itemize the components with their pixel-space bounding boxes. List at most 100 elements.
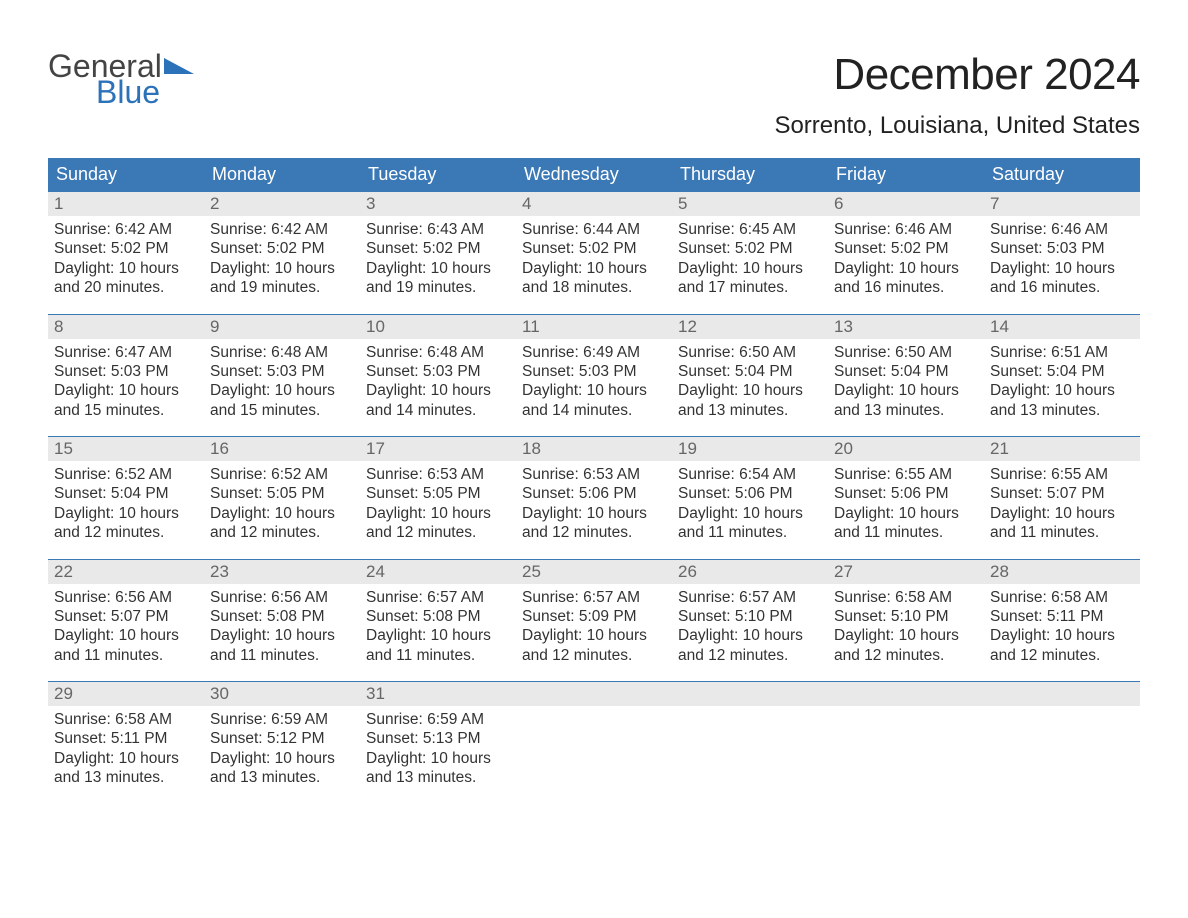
day-body: Sunrise: 6:56 AMSunset: 5:08 PMDaylight:…	[204, 584, 360, 668]
daynum-row: 21	[984, 437, 1140, 461]
sunset-line: Sunset: 5:02 PM	[54, 239, 198, 258]
daylight-line: Daylight: 10 hours and 13 minutes.	[990, 381, 1134, 420]
day-cell: 29Sunrise: 6:58 AMSunset: 5:11 PMDayligh…	[48, 682, 204, 790]
day-body: Sunrise: 6:48 AMSunset: 5:03 PMDaylight:…	[204, 339, 360, 423]
day-number	[834, 684, 839, 703]
sunrise-line: Sunrise: 6:56 AM	[210, 588, 354, 607]
day-body: Sunrise: 6:57 AMSunset: 5:08 PMDaylight:…	[360, 584, 516, 668]
sunrise-line: Sunrise: 6:55 AM	[834, 465, 978, 484]
day-body: Sunrise: 6:42 AMSunset: 5:02 PMDaylight:…	[48, 216, 204, 300]
day-number: 22	[54, 562, 73, 581]
day-cell: 3 Sunrise: 6:43 AMSunset: 5:02 PMDaylight…	[360, 192, 516, 300]
daynum-row: 29	[48, 682, 204, 706]
daylight-line: Daylight: 10 hours and 20 minutes.	[54, 259, 198, 298]
day-number: 25	[522, 562, 541, 581]
daynum-row: 31	[360, 682, 516, 706]
day-number	[522, 684, 527, 703]
day-cell: 20Sunrise: 6:55 AMSunset: 5:06 PMDayligh…	[828, 437, 984, 545]
day-cell: 11Sunrise: 6:49 AMSunset: 5:03 PMDayligh…	[516, 315, 672, 423]
day-number: 24	[366, 562, 385, 581]
day-body: Sunrise: 6:59 AMSunset: 5:12 PMDaylight:…	[204, 706, 360, 790]
day-cell	[672, 682, 828, 790]
daylight-line: Daylight: 10 hours and 14 minutes.	[366, 381, 510, 420]
day-body: Sunrise: 6:45 AMSunset: 5:02 PMDaylight:…	[672, 216, 828, 300]
sunset-line: Sunset: 5:06 PM	[678, 484, 822, 503]
day-cell: 19 Sunrise: 6:54 AMSunset: 5:06 PMDayligh…	[672, 437, 828, 545]
daylight-line: Daylight: 10 hours and 13 minutes.	[678, 381, 822, 420]
daynum-row: 26	[672, 560, 828, 584]
day-cell: 26Sunrise: 6:57 AMSunset: 5:10 PMDayligh…	[672, 560, 828, 668]
day-body: Sunrise: 6:56 AMSunset: 5:07 PMDaylight:…	[48, 584, 204, 668]
sunrise-line: Sunrise: 6:52 AM	[210, 465, 354, 484]
daylight-line: Daylight: 10 hours and 17 minutes.	[678, 259, 822, 298]
dow-wednesday: Wednesday	[516, 158, 672, 191]
brand-logo: General Blue	[48, 50, 194, 108]
day-cell: 6Sunrise: 6:46 AMSunset: 5:02 PMDaylight…	[828, 192, 984, 300]
day-number: 26	[678, 562, 697, 581]
sunset-line: Sunset: 5:04 PM	[54, 484, 198, 503]
daynum-row: 1	[48, 192, 204, 216]
sunrise-line: Sunrise: 6:58 AM	[54, 710, 198, 729]
sunset-line: Sunset: 5:02 PM	[210, 239, 354, 258]
day-number: 19	[678, 439, 697, 458]
sunset-line: Sunset: 5:10 PM	[834, 607, 978, 626]
day-body: Sunrise: 6:49 AMSunset: 5:03 PMDaylight:…	[516, 339, 672, 423]
week-row: 29Sunrise: 6:58 AMSunset: 5:11 PMDayligh…	[48, 681, 1140, 790]
daylight-line: Daylight: 10 hours and 12 minutes.	[522, 504, 666, 543]
daynum-row	[828, 682, 984, 706]
weeks-container: 1Sunrise: 6:42 AMSunset: 5:02 PMDaylight…	[48, 191, 1140, 790]
sunrise-line: Sunrise: 6:49 AM	[522, 343, 666, 362]
sunrise-line: Sunrise: 6:48 AM	[366, 343, 510, 362]
daylight-line: Daylight: 10 hours and 12 minutes.	[834, 626, 978, 665]
day-number: 14	[990, 317, 1009, 336]
sunrise-line: Sunrise: 6:50 AM	[678, 343, 822, 362]
daylight-line: Daylight: 10 hours and 11 minutes.	[678, 504, 822, 543]
day-body: Sunrise: 6:54 AMSunset: 5:06 PMDaylight:…	[672, 461, 828, 545]
day-body: Sunrise: 6:52 AMSunset: 5:04 PMDaylight:…	[48, 461, 204, 545]
sunset-line: Sunset: 5:05 PM	[366, 484, 510, 503]
day-cell: 22 Sunrise: 6:56 AMSunset: 5:07 PMDayligh…	[48, 560, 204, 668]
daynum-row: 8	[48, 315, 204, 339]
sunrise-line: Sunrise: 6:54 AM	[678, 465, 822, 484]
day-body: Sunrise: 6:55 AMSunset: 5:06 PMDaylight:…	[828, 461, 984, 545]
sunset-line: Sunset: 5:02 PM	[678, 239, 822, 258]
sunrise-line: Sunrise: 6:57 AM	[366, 588, 510, 607]
daylight-line: Daylight: 10 hours and 12 minutes.	[210, 504, 354, 543]
day-cell: 18Sunrise: 6:53 AMSunset: 5:06 PMDayligh…	[516, 437, 672, 545]
sunset-line: Sunset: 5:13 PM	[366, 729, 510, 748]
day-cell: 10Sunrise: 6:48 AMSunset: 5:03 PMDayligh…	[360, 315, 516, 423]
day-body: Sunrise: 6:43 AMSunset: 5:02 PMDaylight:…	[360, 216, 516, 300]
location: Sorrento, Louisiana, United States	[774, 112, 1140, 140]
days-of-week-row: SundayMondayTuesdayWednesdayThursdayFrid…	[48, 158, 1140, 191]
day-body: Sunrise: 6:50 AMSunset: 5:04 PMDaylight:…	[672, 339, 828, 423]
day-cell	[828, 682, 984, 790]
week-row: 22 Sunrise: 6:56 AMSunset: 5:07 PMDayligh…	[48, 559, 1140, 668]
dow-sunday: Sunday	[48, 158, 204, 191]
sunrise-line: Sunrise: 6:46 AM	[834, 220, 978, 239]
sunrise-line: Sunrise: 6:44 AM	[522, 220, 666, 239]
day-cell: 21Sunrise: 6:55 AMSunset: 5:07 PMDayligh…	[984, 437, 1140, 545]
sunset-line: Sunset: 5:06 PM	[522, 484, 666, 503]
daynum-row	[516, 682, 672, 706]
day-body: Sunrise: 6:53 AMSunset: 5:05 PMDaylight:…	[360, 461, 516, 545]
day-number: 3	[366, 194, 375, 213]
sunrise-line: Sunrise: 6:58 AM	[990, 588, 1134, 607]
day-cell: 5 Sunrise: 6:45 AMSunset: 5:02 PMDaylight…	[672, 192, 828, 300]
daynum-row: 3	[360, 192, 516, 216]
day-cell: 12Sunrise: 6:50 AMSunset: 5:04 PMDayligh…	[672, 315, 828, 423]
day-cell	[516, 682, 672, 790]
daynum-row: 28	[984, 560, 1140, 584]
daynum-row: 30	[204, 682, 360, 706]
sunset-line: Sunset: 5:04 PM	[834, 362, 978, 381]
daynum-row: 22	[48, 560, 204, 584]
sunset-line: Sunset: 5:03 PM	[54, 362, 198, 381]
sunrise-line: Sunrise: 6:56 AM	[54, 588, 198, 607]
daynum-row: 7	[984, 192, 1140, 216]
day-number: 5	[678, 194, 687, 213]
day-cell: 24 Sunrise: 6:57 AMSunset: 5:08 PMDayligh…	[360, 560, 516, 668]
sunrise-line: Sunrise: 6:47 AM	[54, 343, 198, 362]
brand-blue: Blue	[96, 76, 194, 108]
sunset-line: Sunset: 5:03 PM	[210, 362, 354, 381]
daynum-row: 27	[828, 560, 984, 584]
dow-monday: Monday	[204, 158, 360, 191]
